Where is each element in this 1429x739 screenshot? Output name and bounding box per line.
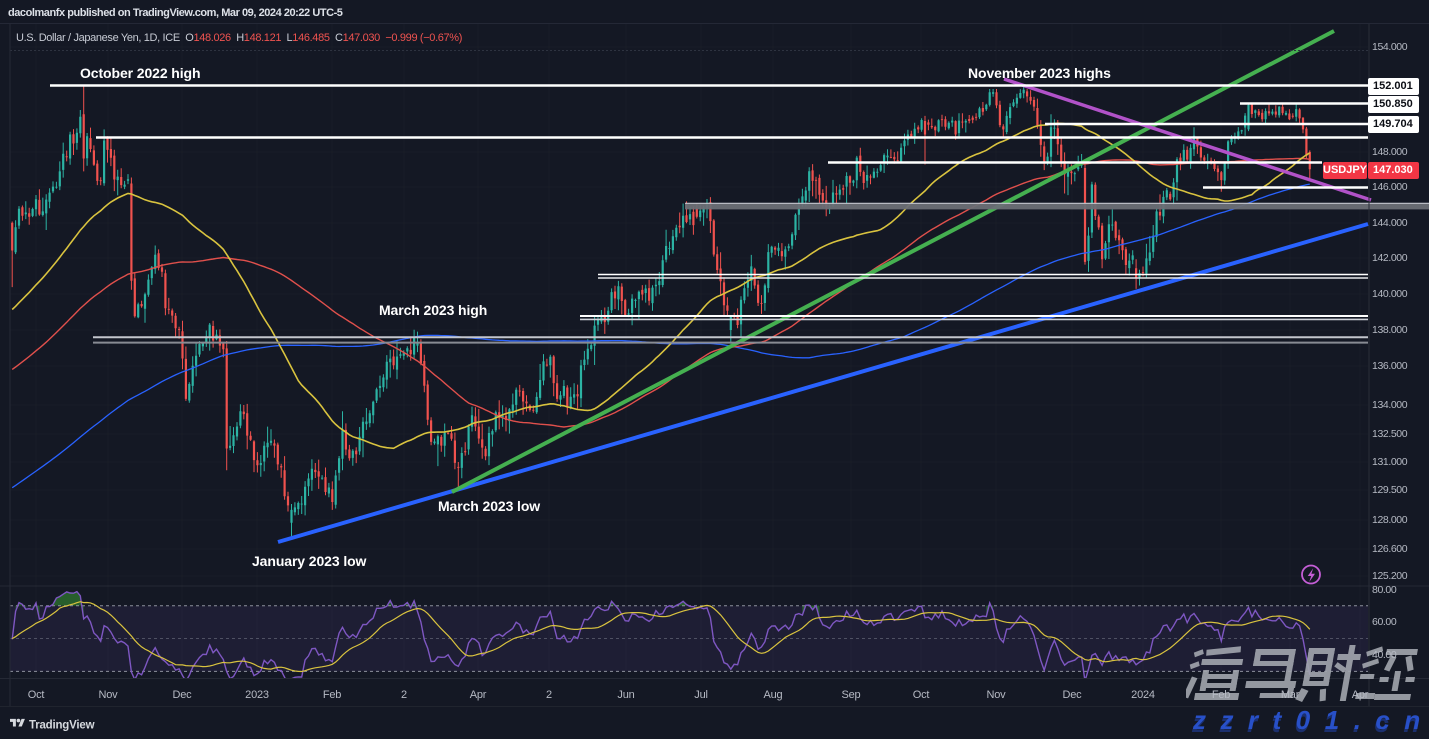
svg-text:TradingView: TradingView — [29, 720, 95, 732]
